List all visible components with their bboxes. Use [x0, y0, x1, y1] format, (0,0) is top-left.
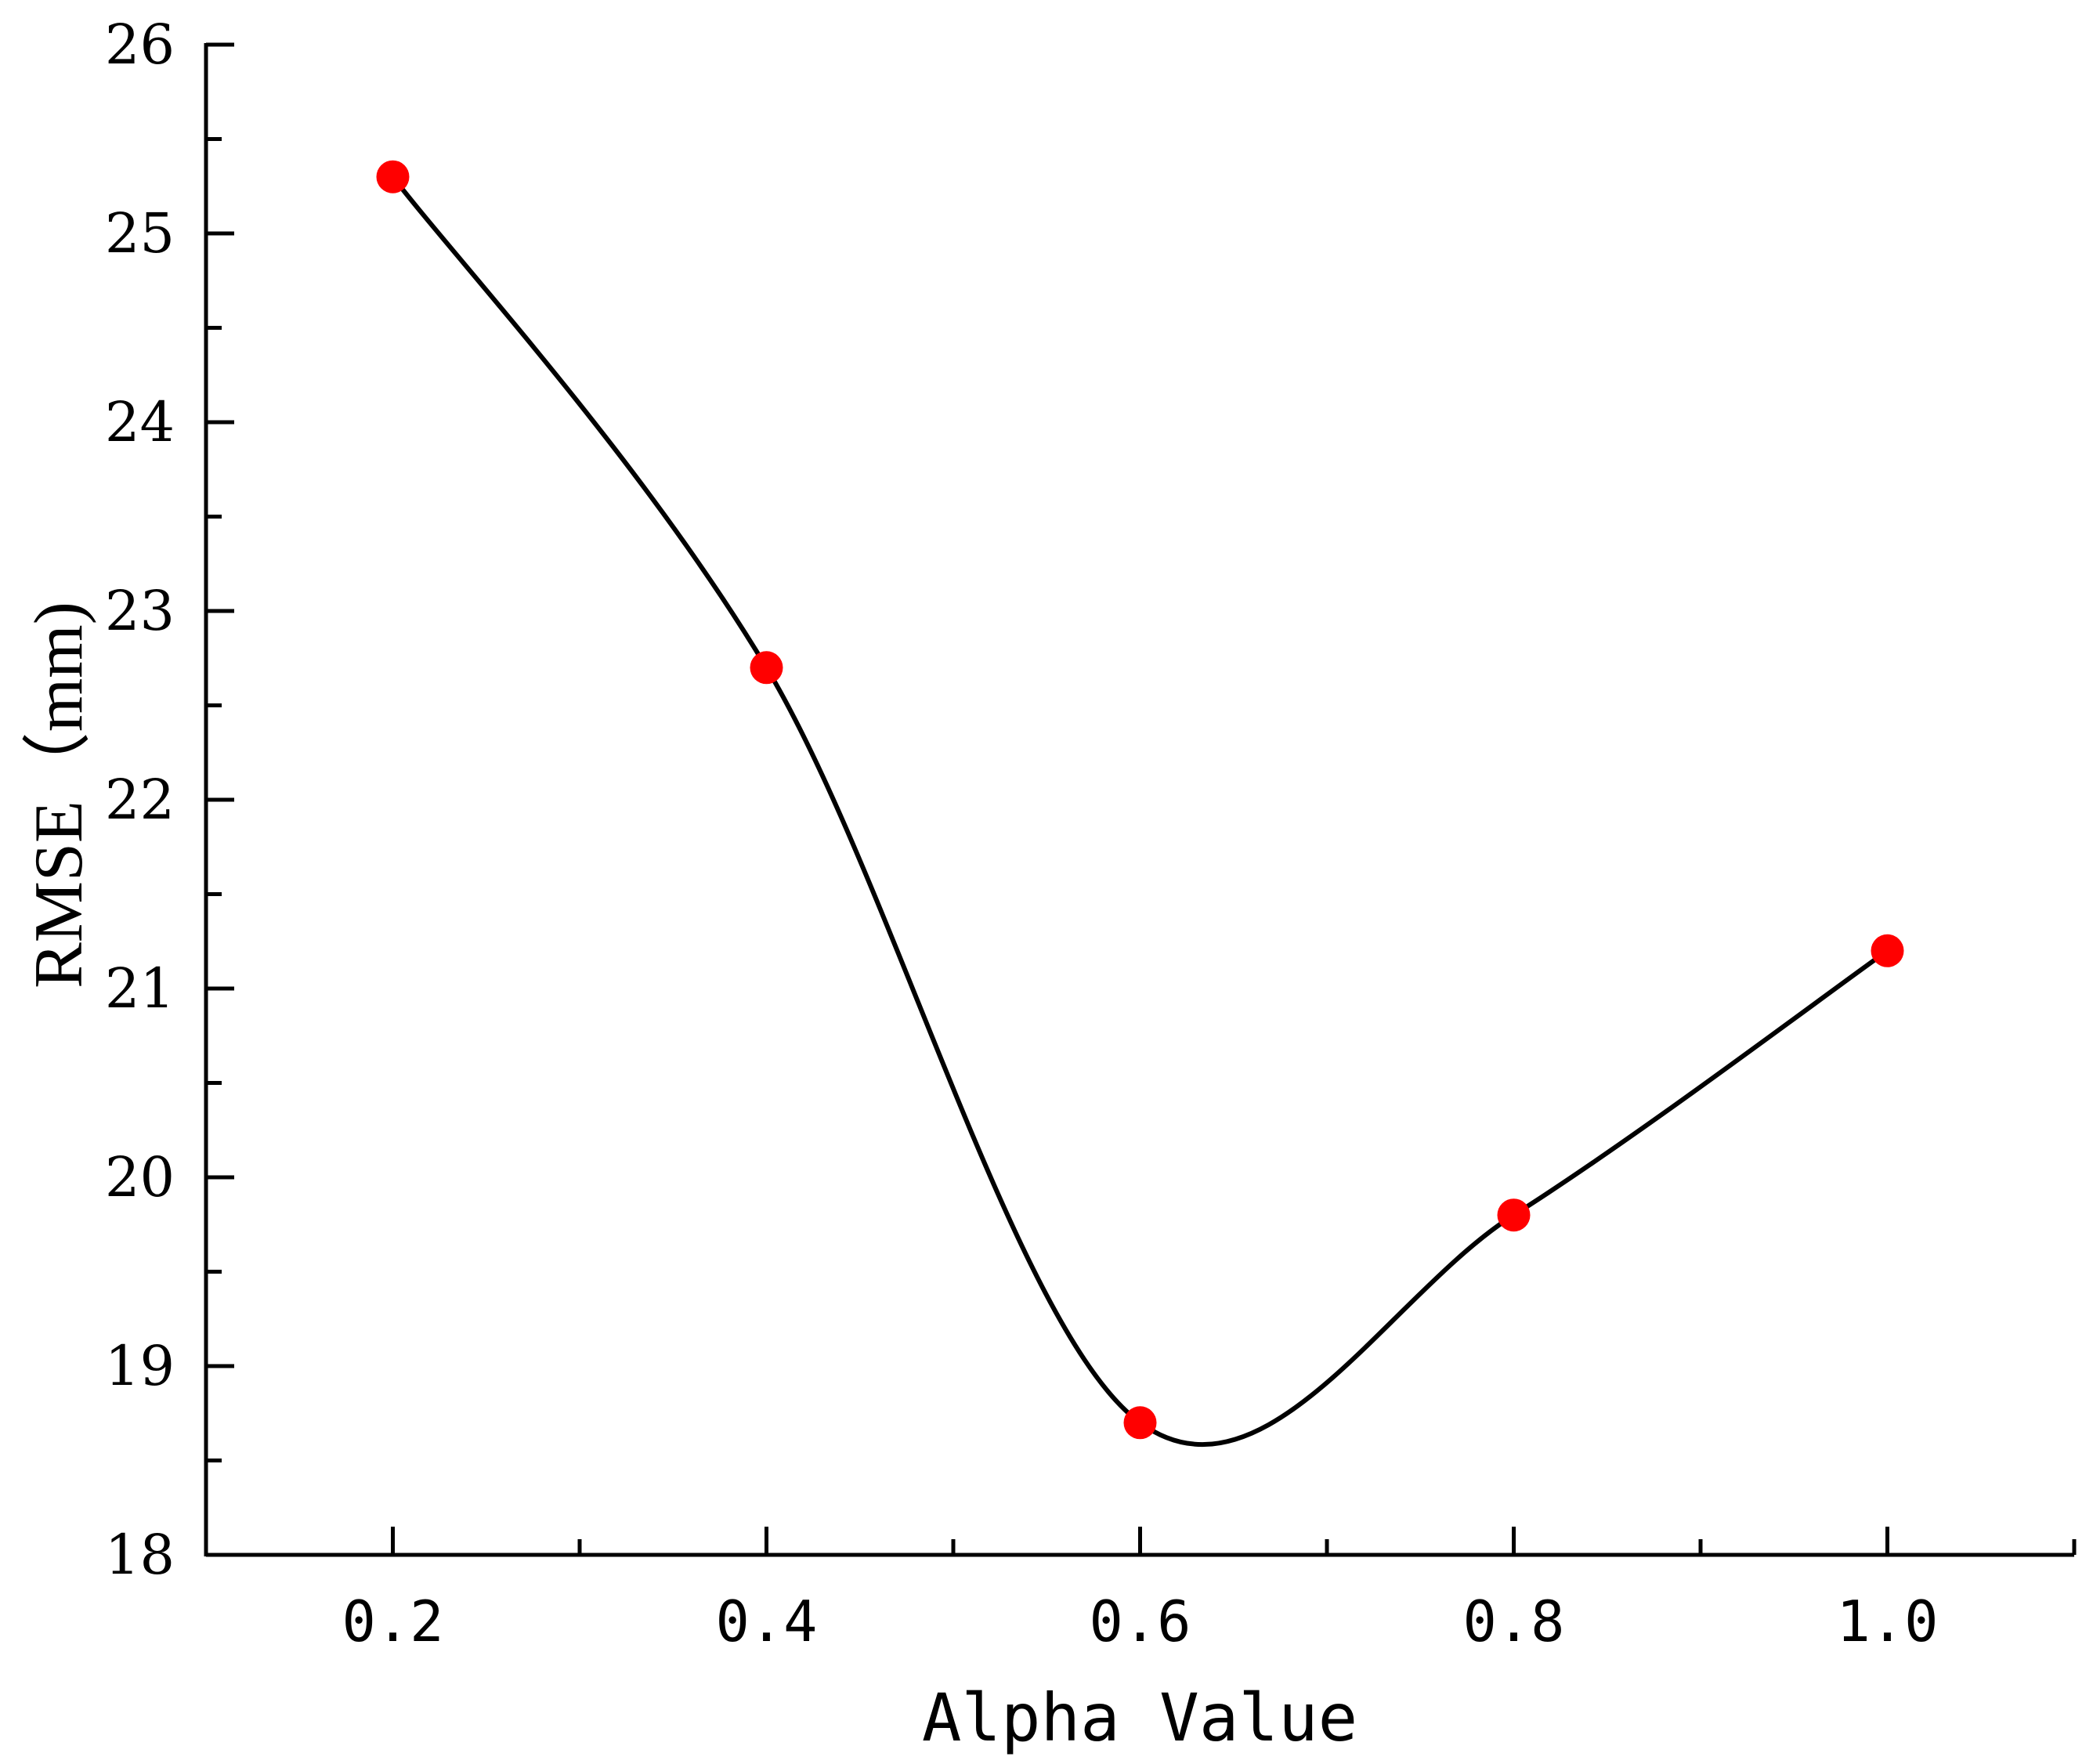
x-tick-label: 0.2: [342, 1589, 443, 1654]
x-axis-title: Alpha Value: [922, 1679, 1357, 1756]
y-tick-label: 22: [105, 768, 175, 832]
y-axis-title: RMSE（mm): [21, 602, 97, 989]
data-point-marker: [750, 651, 783, 685]
series-line-layer: [390, 174, 1890, 1447]
y-tick-label: 21: [105, 956, 175, 1021]
data-point-marker: [1871, 934, 1904, 967]
x-tick-label: 1.0: [1836, 1589, 1938, 1654]
y-tick-label: 24: [105, 390, 175, 454]
y-tick-label: 19: [105, 1334, 175, 1398]
data-point-marker: [376, 160, 410, 193]
data-point-marker: [1123, 1406, 1157, 1440]
ticks: 18 19 20 21 22 23 24 25 26 0.2 0.4 0.6 0.8 1.0: [105, 13, 2077, 1654]
y-tick-label: 25: [105, 201, 175, 266]
x-tick-label: 0.6: [1089, 1589, 1191, 1654]
x-tick-label: 0.8: [1462, 1589, 1564, 1654]
y-tick-label: 23: [105, 579, 175, 643]
axes: [204, 43, 2074, 1557]
y-tick-label: 18: [105, 1523, 175, 1587]
x-tick-label: 0.4: [715, 1589, 817, 1654]
y-tick-label: 26: [105, 13, 175, 77]
series-line: [390, 174, 1890, 1447]
y-tick-label: 20: [105, 1145, 175, 1209]
data-points: [376, 160, 1904, 1440]
data-point-marker: [1497, 1198, 1531, 1232]
